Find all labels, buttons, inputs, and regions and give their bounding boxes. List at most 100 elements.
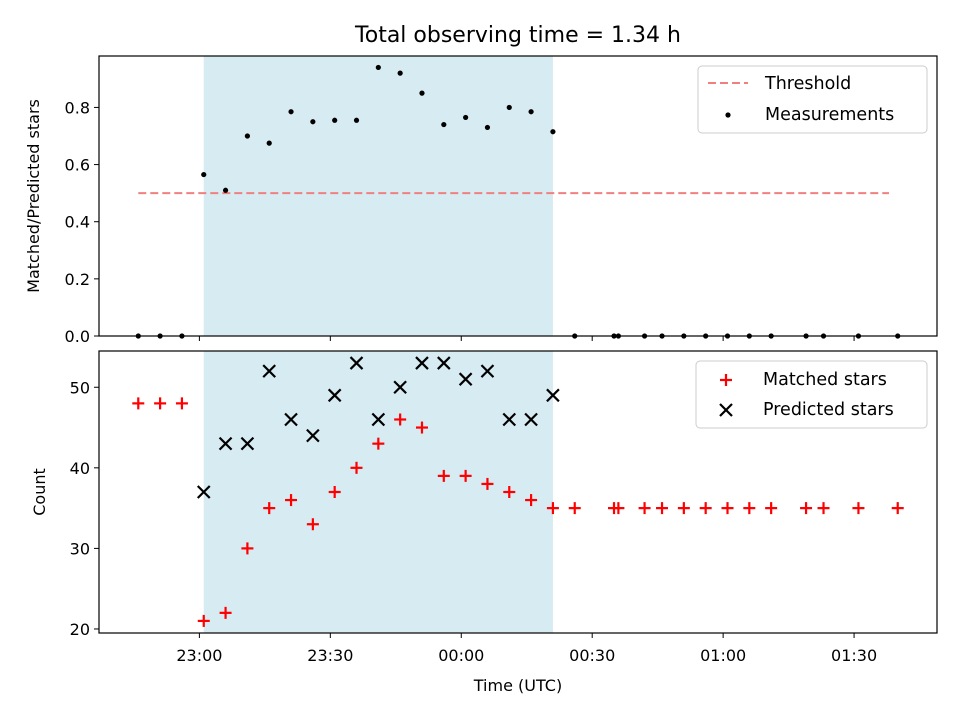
measurement-point	[484, 124, 491, 131]
top-y-tick-label: 0.4	[65, 213, 90, 232]
matched-star-point	[154, 397, 167, 410]
top-legend: Threshold Measurements	[697, 65, 928, 134]
top-y-tick-label: 0.6	[65, 156, 90, 175]
x-axis-label: Time (UTC)	[473, 676, 562, 695]
measurement-point	[266, 140, 272, 146]
x-tick-label: 01:00	[700, 646, 746, 665]
x-tick-label: 23:00	[176, 646, 222, 665]
bottom-y-ticks: 20 30 40 50	[70, 378, 99, 639]
x-tick-label: 00:00	[438, 646, 484, 665]
bottom-axes-frame	[98, 350, 938, 634]
top-axes-frame	[98, 55, 938, 337]
matched-star-point	[891, 502, 904, 515]
matched-star-point	[481, 477, 494, 490]
bottom-y-axis-label: Count	[30, 468, 49, 516]
top-y-tick-label: 0.8	[65, 98, 90, 117]
bottom-legend: Matched stars Predicted stars	[695, 360, 928, 429]
matched-star-point	[612, 502, 625, 515]
legend-measurements-label: Measurements	[765, 105, 894, 125]
matched-star-point	[677, 502, 690, 515]
matched-star-point	[743, 502, 756, 515]
predicted-star-point	[371, 412, 386, 427]
matched-star-point	[415, 421, 428, 434]
matched-stars-points	[132, 397, 904, 627]
measurement-point	[506, 104, 512, 111]
predicted-star-point	[240, 436, 255, 451]
predicted-star-point	[349, 356, 364, 370]
matched-star-point	[525, 494, 538, 507]
bottom-highlight-span	[203, 351, 553, 633]
predicted-star-point	[546, 388, 560, 403]
predicted-star-point	[306, 428, 320, 443]
predicted-star-point	[284, 412, 298, 427]
measurement-point	[201, 171, 207, 178]
bottom-y-tick-label: 20	[70, 620, 90, 639]
bottom-y-tick-label: 50	[70, 378, 90, 397]
predicted-star-point	[502, 412, 517, 427]
predicted-star-point	[437, 356, 451, 370]
top-y-ticks: 0.0 0.2 0.4 0.6 0.8	[65, 98, 99, 346]
matched-star-point	[638, 502, 651, 515]
measurement-point	[332, 117, 338, 123]
predicted-star-point	[327, 388, 342, 403]
measurement-point	[463, 114, 469, 121]
measurement-point	[397, 70, 403, 76]
matched-star-point	[656, 502, 669, 515]
matched-star-point	[175, 397, 188, 410]
legend-threshold-label: Threshold	[764, 74, 851, 94]
matched-star-point	[459, 469, 472, 482]
matched-star-point	[765, 502, 778, 515]
predicted-stars-points	[196, 356, 560, 499]
matched-star-point	[817, 502, 830, 515]
measurement-point	[550, 129, 556, 135]
predicted-star-point	[480, 364, 495, 378]
matched-star-point	[394, 413, 407, 426]
matched-star-point	[241, 542, 254, 555]
legend-measurements-swatch	[725, 112, 731, 118]
legend-matched-swatch	[720, 374, 732, 386]
matched-star-point	[328, 486, 341, 498]
x-tick-label: 23:30	[307, 646, 353, 665]
matched-star-point	[350, 461, 363, 474]
predicted-star-point	[196, 485, 211, 499]
predicted-star-point	[458, 372, 473, 386]
chart-title: Total observing time = 1.34 h	[354, 23, 681, 48]
predicted-star-point	[262, 364, 276, 378]
top-panel: 0.00.20.40.60.8 Matched/Predicted stars …	[24, 55, 938, 346]
measurement-point	[288, 109, 294, 115]
matched-star-point	[372, 437, 385, 450]
predicted-star-point	[415, 356, 429, 370]
matched-star-point	[132, 397, 145, 410]
matched-star-point	[546, 502, 559, 515]
top-y-axis-label: Matched/Predicted stars	[24, 99, 43, 293]
matched-star-point	[263, 502, 276, 515]
matched-star-point	[197, 614, 210, 627]
bottom-y-tick-label: 40	[70, 459, 90, 478]
legend-predicted-swatch	[719, 403, 733, 417]
matched-star-point	[699, 502, 712, 515]
matched-star-point	[800, 502, 813, 515]
matched-star-point	[285, 494, 298, 507]
measurement-point	[353, 117, 360, 123]
top-x-ticks	[198, 336, 855, 341]
measurement-point	[441, 121, 447, 128]
x-tick-label: 00:30	[569, 646, 615, 665]
measurement-point	[528, 109, 534, 115]
x-tick-label: 01:30	[831, 646, 877, 665]
legend-predicted-label: Predicted stars	[763, 400, 894, 420]
matched-star-point	[721, 502, 734, 515]
matched-star-point	[437, 469, 450, 482]
measurement-point	[375, 64, 381, 71]
measurement-point	[222, 187, 229, 193]
bottom-y-tick-label: 30	[70, 539, 90, 558]
measurement-points	[135, 64, 901, 339]
matched-star-point	[503, 486, 516, 498]
matched-star-point	[852, 502, 865, 515]
top-highlight-span	[203, 56, 553, 336]
matched-star-point	[219, 606, 232, 619]
predicted-star-point	[524, 412, 538, 427]
top-y-tick-label: 0.2	[65, 270, 90, 289]
measurement-point	[244, 133, 250, 139]
